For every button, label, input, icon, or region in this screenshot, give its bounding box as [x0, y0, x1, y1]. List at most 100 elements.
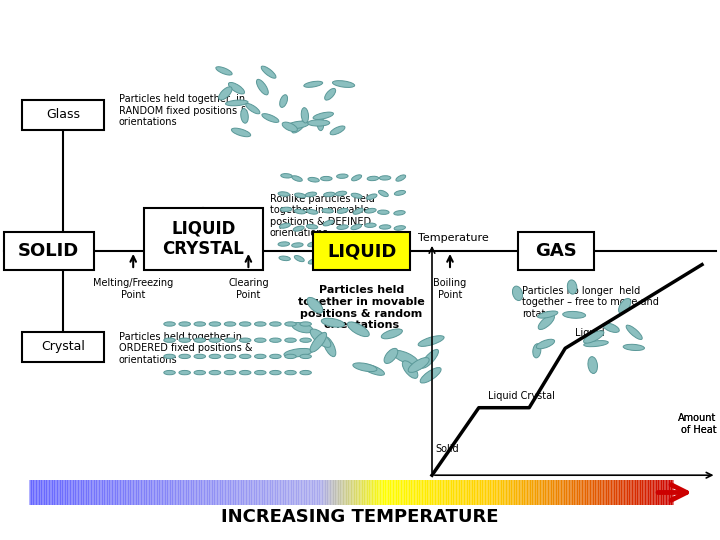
Text: Particles no longer  held
together – free to move and
rotate: Particles no longer held together – free…	[522, 286, 659, 319]
Ellipse shape	[240, 322, 251, 326]
Text: INCREASING TEMPERATURE: INCREASING TEMPERATURE	[221, 509, 499, 526]
Ellipse shape	[269, 338, 281, 342]
Ellipse shape	[392, 254, 402, 259]
FancyBboxPatch shape	[22, 332, 104, 362]
Ellipse shape	[179, 338, 190, 342]
Ellipse shape	[307, 120, 330, 126]
Text: GAS: GAS	[536, 242, 577, 260]
Ellipse shape	[279, 256, 290, 261]
Ellipse shape	[317, 115, 324, 131]
Ellipse shape	[351, 193, 362, 198]
Ellipse shape	[278, 192, 289, 196]
Text: Crystal: Crystal	[41, 340, 85, 354]
Ellipse shape	[539, 315, 554, 329]
Ellipse shape	[228, 83, 245, 94]
Ellipse shape	[408, 357, 429, 373]
Ellipse shape	[322, 208, 333, 213]
Ellipse shape	[418, 336, 444, 346]
Ellipse shape	[321, 256, 332, 261]
Ellipse shape	[292, 176, 302, 181]
Ellipse shape	[255, 354, 266, 359]
Text: Particles held together  in
RANDOM fixed positions &
orientations: Particles held together in RANDOM fixed …	[119, 94, 248, 127]
Ellipse shape	[294, 255, 305, 262]
Ellipse shape	[209, 322, 220, 326]
Ellipse shape	[308, 259, 319, 264]
Ellipse shape	[323, 192, 335, 197]
FancyBboxPatch shape	[22, 100, 104, 130]
Ellipse shape	[294, 193, 306, 198]
Ellipse shape	[179, 354, 190, 359]
Ellipse shape	[377, 210, 389, 214]
Ellipse shape	[395, 241, 406, 246]
Ellipse shape	[194, 370, 206, 375]
Ellipse shape	[321, 318, 345, 327]
Ellipse shape	[394, 211, 405, 215]
Ellipse shape	[300, 370, 311, 375]
Ellipse shape	[262, 113, 279, 123]
Ellipse shape	[330, 126, 345, 135]
Ellipse shape	[293, 226, 304, 231]
Ellipse shape	[347, 322, 369, 336]
Ellipse shape	[300, 354, 311, 359]
Ellipse shape	[300, 322, 311, 326]
Ellipse shape	[164, 338, 176, 342]
FancyBboxPatch shape	[144, 208, 263, 270]
Ellipse shape	[282, 122, 297, 132]
Text: Clearing
Point: Clearing Point	[228, 278, 269, 300]
Ellipse shape	[225, 322, 236, 326]
Ellipse shape	[351, 240, 362, 245]
Ellipse shape	[313, 112, 333, 119]
Ellipse shape	[285, 322, 297, 326]
Ellipse shape	[307, 242, 319, 247]
Ellipse shape	[310, 329, 331, 347]
Ellipse shape	[365, 257, 377, 261]
Ellipse shape	[584, 341, 608, 347]
Ellipse shape	[618, 299, 631, 314]
Text: Amount
of Heat: Amount of Heat	[678, 413, 716, 435]
Text: Glass: Glass	[46, 108, 80, 122]
Ellipse shape	[179, 322, 190, 326]
Ellipse shape	[256, 79, 269, 95]
Text: Amount
of Heat: Amount of Heat	[678, 413, 716, 435]
Ellipse shape	[305, 192, 317, 197]
Ellipse shape	[278, 242, 289, 246]
Ellipse shape	[335, 258, 346, 263]
Ellipse shape	[333, 80, 355, 87]
Ellipse shape	[255, 338, 266, 342]
Ellipse shape	[353, 363, 377, 372]
Ellipse shape	[209, 370, 220, 375]
Ellipse shape	[308, 178, 319, 182]
Ellipse shape	[216, 67, 232, 75]
Ellipse shape	[269, 322, 281, 326]
Ellipse shape	[225, 100, 248, 106]
Ellipse shape	[279, 94, 287, 107]
Ellipse shape	[285, 338, 297, 342]
Ellipse shape	[269, 354, 281, 359]
Ellipse shape	[280, 207, 292, 212]
Ellipse shape	[362, 364, 384, 375]
Ellipse shape	[240, 370, 251, 375]
Ellipse shape	[287, 121, 309, 129]
Ellipse shape	[325, 89, 336, 100]
Ellipse shape	[353, 259, 364, 263]
Ellipse shape	[301, 107, 308, 123]
Ellipse shape	[336, 191, 346, 196]
Ellipse shape	[310, 333, 327, 352]
Ellipse shape	[395, 191, 405, 195]
Ellipse shape	[292, 243, 303, 247]
Ellipse shape	[588, 356, 598, 374]
Ellipse shape	[279, 223, 290, 228]
Ellipse shape	[392, 350, 418, 365]
Ellipse shape	[603, 323, 619, 333]
Ellipse shape	[533, 344, 541, 358]
Ellipse shape	[164, 354, 176, 359]
Ellipse shape	[420, 368, 441, 383]
Ellipse shape	[379, 225, 391, 229]
Text: Particles held
together in movable
positions & random
orientations: Particles held together in movable posit…	[298, 286, 425, 330]
FancyBboxPatch shape	[4, 232, 94, 270]
Text: Boiling
Point: Boiling Point	[433, 278, 467, 300]
Ellipse shape	[179, 370, 190, 375]
Ellipse shape	[337, 225, 348, 230]
Ellipse shape	[563, 312, 585, 318]
Ellipse shape	[366, 194, 377, 199]
